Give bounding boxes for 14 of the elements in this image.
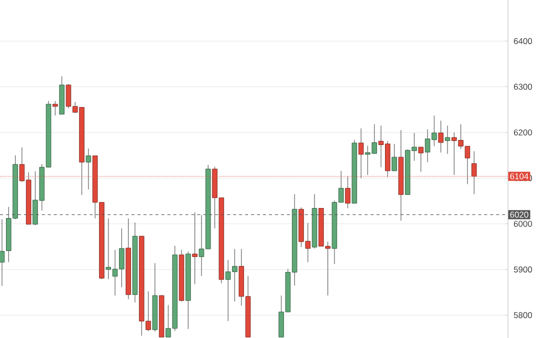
- candlestick: [52, 100, 58, 116]
- candlestick: [438, 120, 444, 153]
- y-tick-label: 6300: [514, 84, 532, 90]
- ref-line-label: 6020: [510, 212, 528, 218]
- y-tick-label: 5900: [514, 266, 532, 272]
- candlestick: [0, 218, 5, 286]
- y-tick-label: 5800: [514, 312, 532, 318]
- y-tick-label: 6200: [514, 129, 532, 136]
- candlestick: [444, 125, 450, 154]
- candlestick: [86, 148, 92, 190]
- candlestick: [418, 146, 424, 172]
- candlestick: [392, 144, 397, 172]
- y-tick-label: 6400: [514, 38, 532, 44]
- y-tick-label: 6000: [514, 220, 532, 227]
